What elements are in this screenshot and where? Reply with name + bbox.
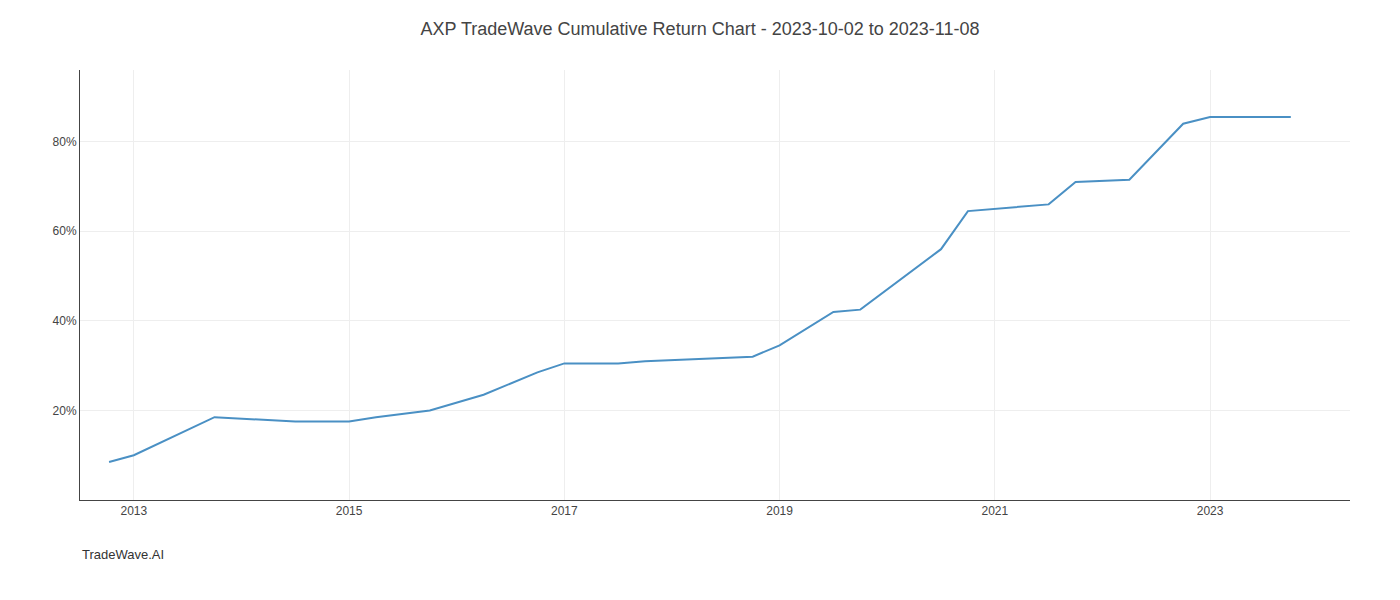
svg-text:AXP TradeWave Cumulative Retur: AXP TradeWave Cumulative Return Chart - … — [421, 19, 980, 39]
svg-text:2019: 2019 — [766, 504, 793, 518]
svg-text:40%: 40% — [53, 314, 77, 328]
svg-text:2021: 2021 — [981, 504, 1008, 518]
svg-text:20%: 20% — [53, 404, 77, 418]
svg-text:2017: 2017 — [551, 504, 578, 518]
svg-text:2013: 2013 — [120, 504, 147, 518]
svg-text:2023: 2023 — [1197, 504, 1224, 518]
svg-text:60%: 60% — [53, 224, 77, 238]
svg-text:80%: 80% — [53, 135, 77, 149]
svg-text:TradeWave.AI: TradeWave.AI — [82, 547, 164, 562]
svg-text:2015: 2015 — [336, 504, 363, 518]
